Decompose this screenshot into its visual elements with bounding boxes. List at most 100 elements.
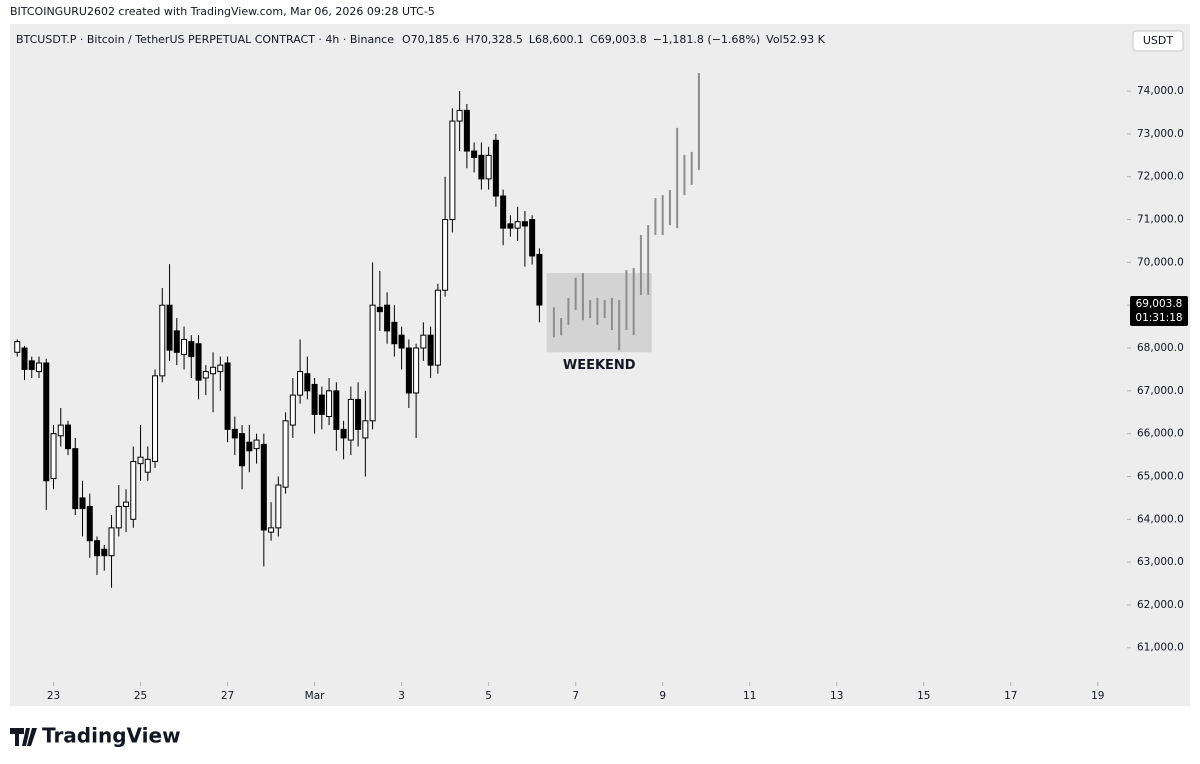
candle-body [326, 390, 333, 418]
logo-icon [10, 728, 37, 746]
chart-panel [10, 24, 1190, 706]
candle-body [514, 221, 521, 229]
candle-body [405, 347, 412, 394]
candle-body [456, 109, 463, 122]
candle-body [108, 527, 115, 557]
candle-body [195, 343, 202, 381]
ohlc-value: L68,600.1 [529, 33, 584, 46]
candle-body [144, 458, 151, 473]
ohlc-value: C69,003.8 [590, 33, 647, 46]
y-tick-label: 73,000.0 [1137, 128, 1184, 140]
candle-body [79, 497, 86, 510]
candle-body [123, 501, 130, 507]
candle-body [318, 394, 325, 415]
candle-body [449, 120, 456, 221]
candle-body [282, 420, 289, 488]
candle-body [253, 439, 260, 450]
candle-body [427, 334, 434, 366]
y-tick-label: 64,000.0 [1137, 513, 1184, 525]
candle-body [413, 347, 420, 394]
header: BITCOINGURU2602 created with TradingView… [10, 5, 435, 18]
candle-body [434, 289, 441, 366]
candle-body [376, 306, 383, 313]
x-tick-label: 7 [572, 690, 579, 702]
candle-body [210, 366, 217, 375]
candle-body [333, 390, 340, 430]
y-tick-label: 62,000.0 [1137, 599, 1184, 611]
candle-body [471, 150, 478, 158]
x-tick-label: 27 [221, 690, 234, 702]
candle-body [391, 321, 398, 345]
candle-body [521, 221, 528, 227]
candle-body [304, 373, 311, 392]
candle-body [231, 428, 238, 439]
y-tick-label: 70,000.0 [1137, 256, 1184, 268]
x-tick-label: 25 [134, 690, 147, 702]
candle-body [507, 223, 514, 229]
y-tick-label: 66,000.0 [1137, 428, 1184, 440]
candle-body [260, 443, 267, 531]
candle-body [130, 460, 137, 520]
y-tick-label: 71,000.0 [1137, 214, 1184, 226]
candle-body [28, 360, 35, 370]
y-tick-label: 63,000.0 [1137, 556, 1184, 568]
x-tick-label: 15 [917, 690, 930, 702]
candle-body [398, 334, 405, 349]
candle-body [50, 433, 57, 480]
candle-body [173, 330, 180, 353]
candle-body [463, 109, 470, 152]
countdown: 01:31:18 [1135, 312, 1182, 324]
y-tick-label: 67,000.0 [1137, 385, 1184, 397]
x-tick-label: 19 [1091, 690, 1104, 702]
candle-body [65, 424, 72, 450]
candle-body [311, 383, 318, 415]
candle-body [289, 394, 296, 426]
symbol-info: BTCUSDT.P · Bitcoin / TetherUS PERPETUAL… [16, 33, 394, 46]
ohlc-value: O70,185.6 [402, 33, 460, 46]
candle-body [166, 304, 173, 351]
candle-body [500, 195, 507, 229]
candle-body [442, 219, 449, 291]
candle-body [21, 347, 28, 370]
candle-body [115, 505, 122, 529]
ohlc-value: −1,181.8 (−1.68%) [653, 33, 760, 46]
candle-body [217, 364, 224, 373]
candle-body [355, 398, 362, 430]
candle-body [181, 338, 188, 355]
candle-body [239, 433, 246, 467]
candle-body [492, 139, 499, 197]
candle-body [152, 375, 159, 462]
x-tick-label: 23 [47, 690, 60, 702]
ohlc-value: H70,328.5 [466, 33, 523, 46]
candle-body [202, 371, 209, 379]
candle-body [86, 505, 93, 542]
x-tick-label: 13 [830, 690, 843, 702]
candle-body [57, 424, 64, 437]
candle-body [485, 154, 492, 180]
candle-body [347, 398, 354, 441]
candle-body [36, 362, 43, 373]
candle-body [137, 456, 144, 465]
brand-name: TradingView [42, 724, 181, 748]
weekend-label: WEEKEND [563, 358, 636, 373]
x-tick-label: 3 [398, 690, 405, 702]
x-tick-label: 9 [659, 690, 666, 702]
currency-label[interactable]: USDT [1143, 34, 1174, 47]
candle-body [384, 304, 391, 332]
candle-body [536, 253, 543, 306]
last-price-label: 69,003.8 [1136, 298, 1183, 310]
y-tick-label: 65,000.0 [1137, 470, 1184, 482]
y-tick-label: 68,000.0 [1137, 342, 1184, 354]
x-tick-label: 17 [1004, 690, 1017, 702]
weekend-box [546, 273, 652, 353]
candle-body [340, 428, 347, 439]
candle-body [369, 304, 376, 422]
candle-body [224, 362, 231, 430]
currency-button[interactable] [1132, 30, 1184, 52]
x-tick-label: 5 [485, 690, 492, 702]
candle-body [297, 371, 304, 396]
x-tick-label: Mar [305, 690, 325, 702]
y-tick-label: 72,000.0 [1137, 171, 1184, 183]
